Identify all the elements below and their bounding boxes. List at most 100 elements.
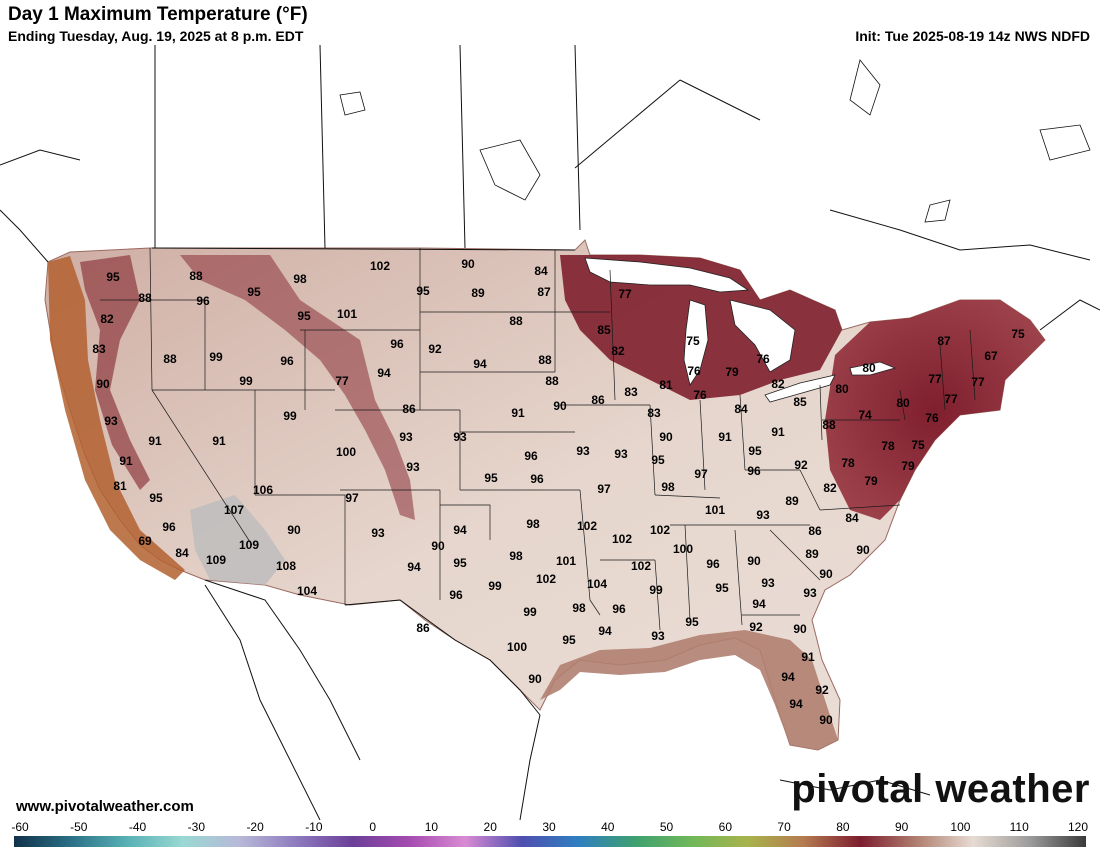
temperature-label: 102: [650, 523, 670, 537]
legend-tick-label: 80: [836, 820, 850, 834]
temperature-label: 75: [911, 438, 925, 452]
temperature-label: 90: [659, 430, 673, 444]
temperature-label: 96: [530, 472, 544, 486]
temperature-label: 90: [747, 554, 761, 568]
temperature-label: 99: [488, 579, 502, 593]
temperature-label: 97: [694, 467, 708, 481]
temperature-label: 88: [138, 291, 152, 305]
temperature-label: 98: [509, 549, 523, 563]
temperature-label: 96: [280, 354, 294, 368]
temperature-label: 96: [612, 602, 626, 616]
lake-ontario: [849, 361, 897, 376]
temperature-label: 93: [756, 508, 770, 522]
temperature-label: 102: [536, 572, 556, 586]
temperature-label: 87: [937, 334, 951, 348]
temperature-label: 83: [624, 385, 638, 399]
temperature-label: 91: [148, 434, 162, 448]
temperature-label: 89: [785, 494, 799, 508]
website-link[interactable]: www.pivotalweather.com: [16, 798, 194, 815]
desert-southwest: [190, 495, 285, 585]
temperature-label: 98: [293, 272, 307, 286]
valid-time-subtitle: Ending Tuesday, Aug. 19, 2025 at 8 p.m. …: [8, 28, 304, 44]
temperature-label: 75: [1011, 327, 1025, 341]
temperature-label: 100: [507, 640, 527, 654]
temperature-label: 102: [631, 559, 651, 573]
temperature-label: 93: [761, 576, 775, 590]
temperature-label: 89: [805, 547, 819, 561]
canada-lakes: [339, 59, 1091, 223]
map-title: Day 1 Maximum Temperature (°F): [8, 4, 308, 25]
temperature-label: 94: [789, 697, 803, 711]
temperature-label: 95: [651, 453, 665, 467]
temperature-label: 95: [748, 444, 762, 458]
brand-logo: pivotal weather: [791, 767, 1090, 811]
temperature-label: 95: [484, 471, 498, 485]
temperature-label: 90: [431, 539, 445, 553]
temperature-label: 91: [771, 425, 785, 439]
temperature-label: 76: [756, 352, 770, 366]
legend-tick-label: 0: [369, 820, 376, 834]
temperature-label: 102: [370, 259, 390, 273]
temperature-label: 93: [803, 586, 817, 600]
legend-color-bar: [14, 836, 1086, 847]
temperature-label: 84: [534, 264, 548, 278]
temperature-label: 92: [428, 342, 442, 356]
west-coast-band: [48, 256, 185, 580]
temperature-label: 90: [856, 543, 870, 557]
temperature-label: 76: [693, 388, 707, 402]
temperature-label: 94: [752, 597, 766, 611]
temperature-label: 84: [845, 511, 859, 525]
temperature-label: 77: [335, 374, 349, 388]
cascades-ridge: [80, 255, 150, 490]
temperature-label: 95: [715, 581, 729, 595]
temperature-label: 83: [92, 342, 106, 356]
temperature-label: 95: [149, 491, 163, 505]
temperature-label: 99: [649, 583, 663, 597]
temperature-label: 109: [239, 538, 259, 552]
temperature-label: 102: [612, 532, 632, 546]
legend-tick-label: 100: [950, 820, 971, 834]
legend-tick-label: 110: [1009, 820, 1029, 834]
temperature-label: 83: [647, 406, 661, 420]
lake-huron: [729, 299, 796, 373]
temperature-label: 95: [106, 270, 120, 284]
temperature-map: 102 90 84 95 88 98 95 87 89 95 77 88 96 101 95 82 88 85 96…: [0, 45, 1100, 820]
temperature-label: 77: [928, 372, 942, 386]
legend-tick-label: 10: [424, 820, 439, 834]
legend-tick-label: 40: [601, 820, 615, 834]
temperature-label: 69: [138, 534, 152, 548]
temperature-label: 95: [453, 556, 467, 570]
temperature-label: 101: [556, 554, 576, 568]
legend-tick-label: 70: [777, 820, 791, 834]
temperature-label: 82: [100, 312, 114, 326]
legend-tick-label: -60: [11, 820, 29, 834]
temperature-label: 106: [253, 483, 273, 497]
temperature-label: 80: [835, 382, 849, 396]
temperature-label: 98: [526, 517, 540, 531]
temperature-label: 90: [793, 622, 807, 636]
temperature-label: 67: [984, 349, 998, 363]
temperature-label: 76: [687, 364, 701, 378]
coastline-borders: [0, 45, 1100, 820]
temperature-label: 93: [371, 526, 385, 540]
temperature-label: 91: [801, 650, 815, 664]
temperature-label: 82: [771, 377, 785, 391]
temperature-label: 85: [597, 323, 611, 337]
temperature-label: 86: [591, 393, 605, 407]
temperature-label: 90: [461, 257, 475, 271]
temperature-label: 95: [685, 615, 699, 629]
temperature-label: 92: [749, 620, 763, 634]
temperature-label: 96: [162, 520, 176, 534]
temperature-label: 108: [276, 559, 296, 573]
legend-tick-label: 50: [659, 820, 674, 834]
temperature-label: 86: [808, 524, 822, 538]
temperature-label: 94: [781, 670, 795, 684]
temperature-label: 90: [96, 377, 110, 391]
temperature-label: 94: [377, 366, 391, 380]
temperature-label: 75: [686, 334, 700, 348]
temperature-label: 99: [283, 409, 297, 423]
temperature-label: 102: [577, 519, 597, 533]
temperature-label: 100: [673, 542, 693, 556]
temperature-label: 93: [104, 414, 118, 428]
temperature-label: 84: [175, 546, 189, 560]
